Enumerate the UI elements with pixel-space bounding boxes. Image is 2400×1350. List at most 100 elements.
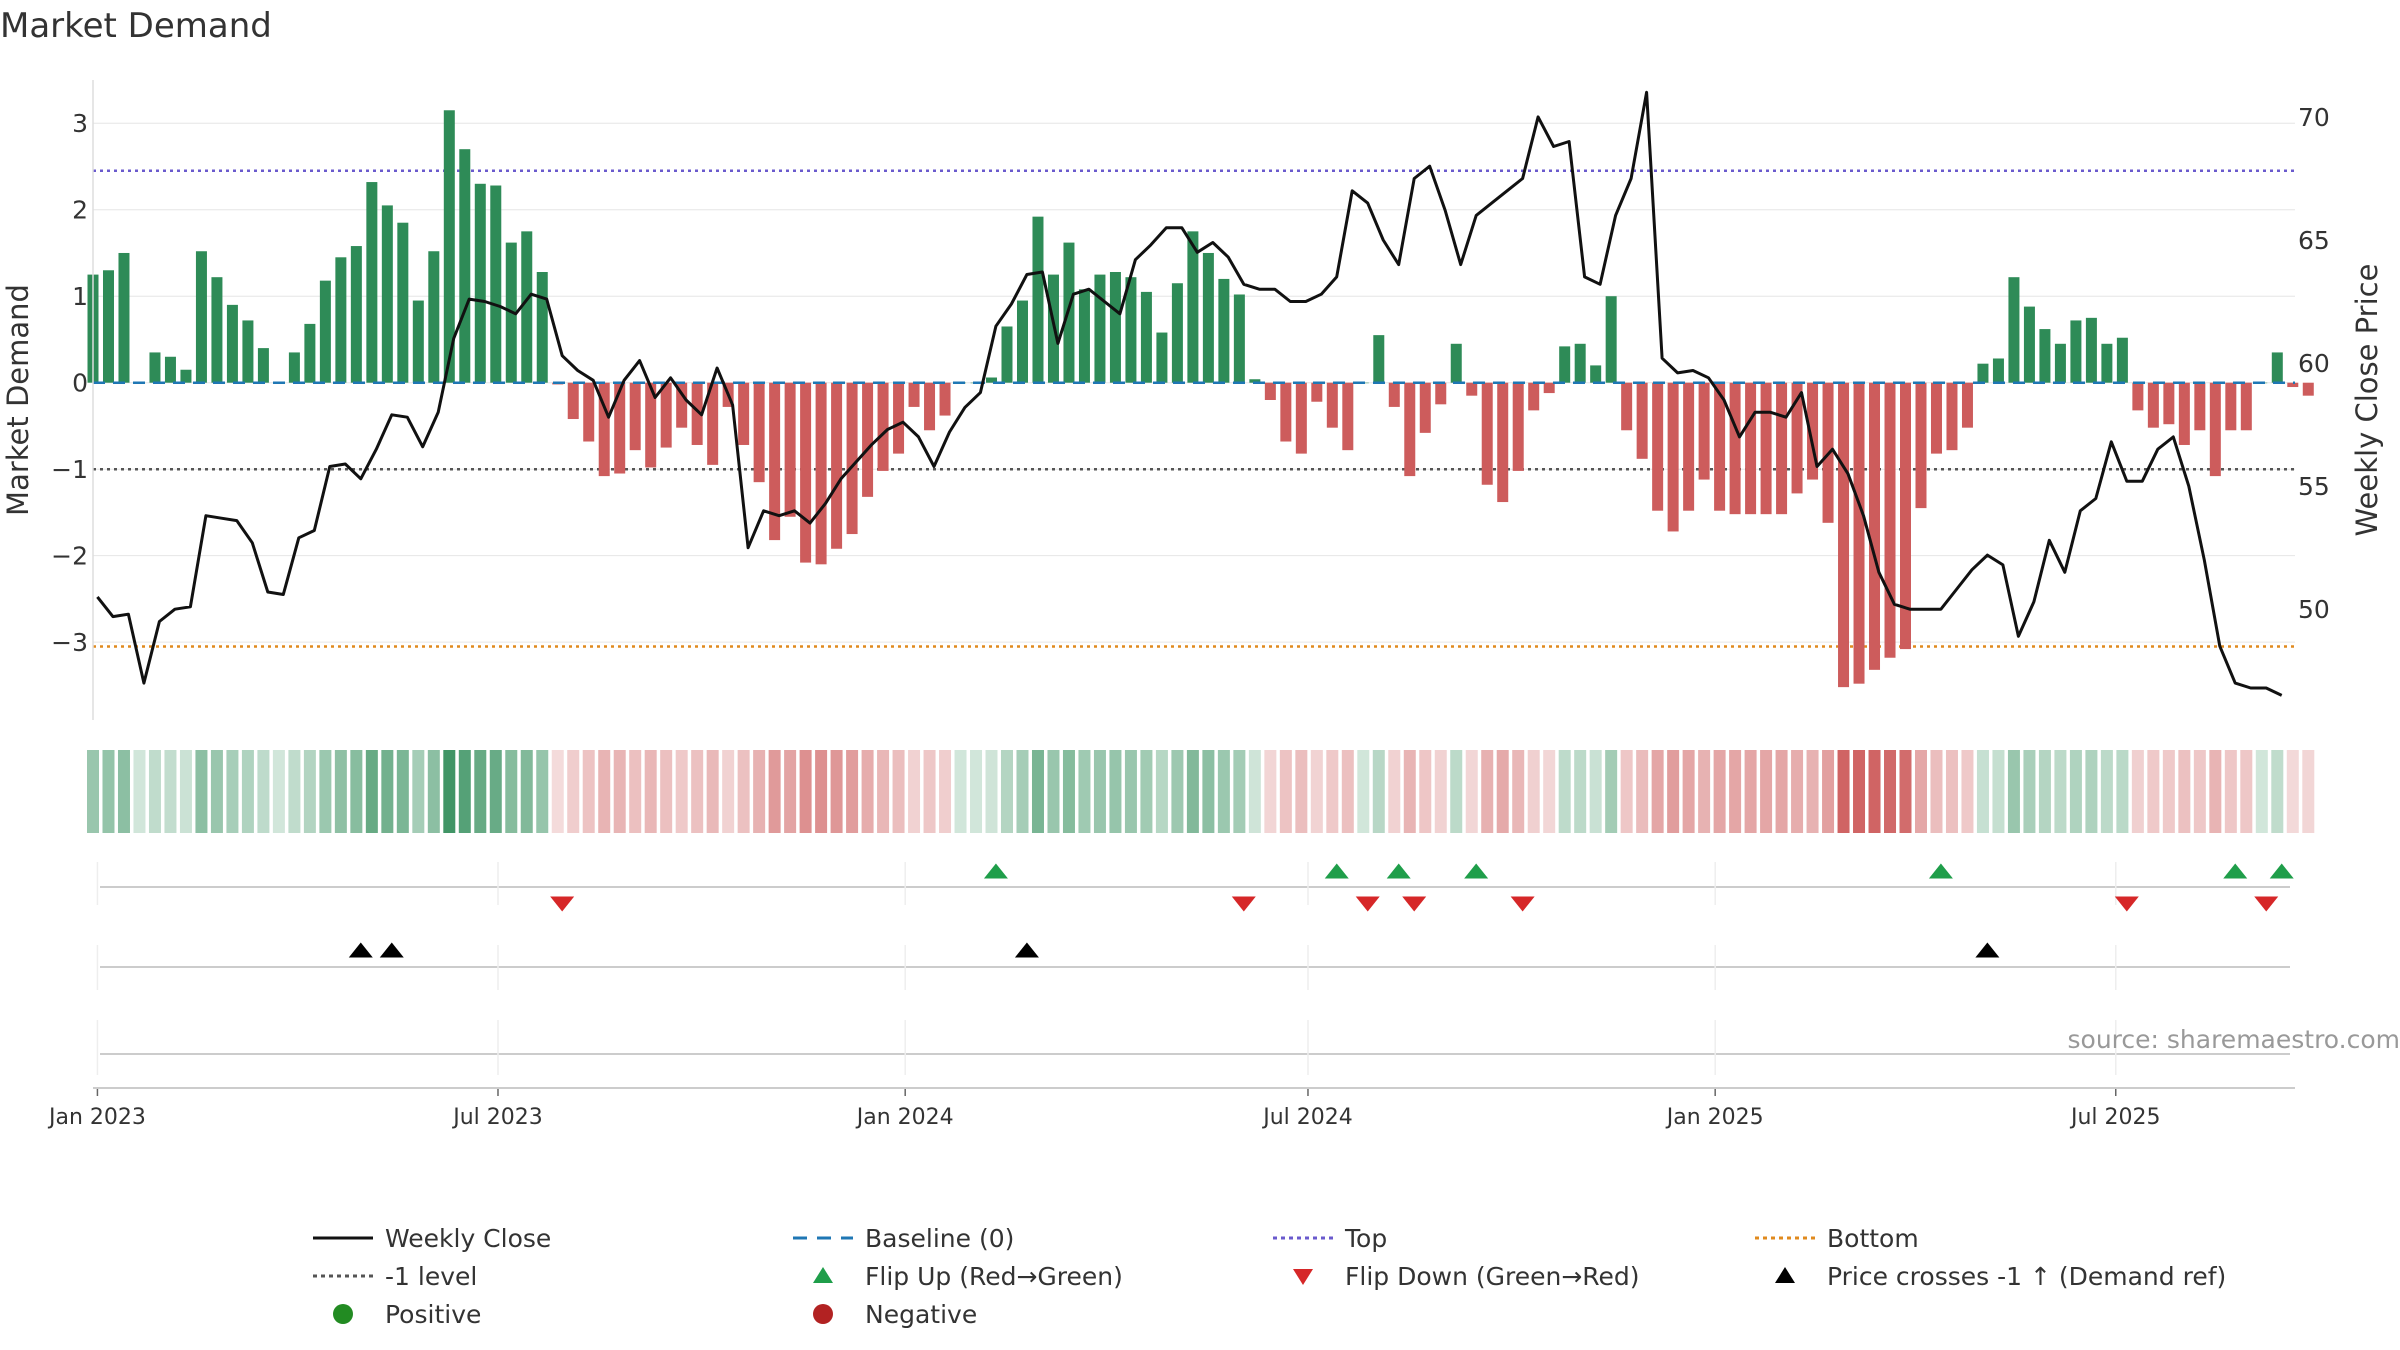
strip-cell <box>1295 750 1308 833</box>
demand-bar <box>1884 382 1896 658</box>
strip-cell <box>210 750 223 833</box>
legend-item: -1 level <box>313 1262 477 1291</box>
strip-cell <box>629 750 642 833</box>
demand-bar <box>738 382 750 445</box>
price-cross-marker <box>348 942 373 958</box>
strip-cell <box>1620 750 1633 833</box>
strip-cell <box>257 750 270 833</box>
strip-cell <box>1914 750 1927 833</box>
demand-bar <box>1311 382 1323 402</box>
demand-heat-strip <box>87 750 2315 833</box>
y2-tick-label: 50 <box>2298 595 2330 624</box>
strip-cell <box>505 750 518 833</box>
strip-cell <box>939 750 952 833</box>
strip-cell <box>1140 750 1153 833</box>
demand-bar <box>1977 363 1989 383</box>
demand-bar <box>2147 382 2159 428</box>
legend-label: Bottom <box>1827 1224 1919 1253</box>
demand-bar <box>1388 382 1400 407</box>
demand-bar <box>2209 382 2221 477</box>
demand-bar <box>1249 379 1261 383</box>
legend-swatch <box>1775 1267 1795 1283</box>
demand-bar <box>660 382 672 448</box>
strip-cell <box>877 750 890 833</box>
strip-cell <box>1837 750 1850 833</box>
strip-cell <box>164 750 177 833</box>
demand-bar <box>164 356 176 383</box>
strip-cell <box>396 750 409 833</box>
strip-cell <box>722 750 735 833</box>
strip-cell <box>1930 750 1943 833</box>
demand-bar <box>490 185 502 383</box>
strip-cell <box>2178 750 2191 833</box>
demand-bar <box>986 377 998 383</box>
demand-bar <box>195 251 207 383</box>
demand-bar <box>2054 343 2066 383</box>
strip-cell <box>644 750 657 833</box>
demand-bar <box>1590 365 1602 383</box>
demand-bar <box>831 382 843 549</box>
strip-cell <box>1496 750 1509 833</box>
strip-cell <box>1574 750 1587 833</box>
strip-cell <box>1450 750 1463 833</box>
strip-cell <box>1791 750 1804 833</box>
flip-down-marker <box>1402 896 1427 912</box>
demand-bar <box>1729 382 1741 515</box>
strip-cell <box>195 750 208 833</box>
event-markers <box>93 862 2295 1089</box>
demand-bar <box>645 382 657 468</box>
strip-cell <box>1434 750 1447 833</box>
demand-bar <box>1791 382 1803 494</box>
demand-bar <box>1528 382 1540 411</box>
strip-cell <box>1310 750 1323 833</box>
strip-cell <box>179 750 192 833</box>
legend-item: Positive <box>333 1300 481 1329</box>
strip-cell <box>458 750 471 833</box>
y2-axis-title: Weekly Close Price <box>2350 264 2384 537</box>
demand-bar <box>1295 382 1307 454</box>
demand-bar <box>1156 332 1168 383</box>
demand-bar <box>2240 382 2252 431</box>
demand-bar <box>1698 382 1710 480</box>
strip-cell <box>799 750 812 833</box>
strip-cell <box>520 750 533 833</box>
demand-bar <box>2163 382 2175 425</box>
strip-cell <box>2116 750 2129 833</box>
demand-bar <box>846 382 858 535</box>
y-tick-label: −2 <box>51 542 88 571</box>
strip-cell <box>1775 750 1788 833</box>
legend-item: Negative <box>813 1300 977 1329</box>
demand-bar <box>1946 382 1958 451</box>
x-tick-label: Jul 2024 <box>1261 1105 1353 1130</box>
strip-cell <box>861 750 874 833</box>
demand-bar <box>521 231 533 383</box>
demand-bar <box>149 352 161 383</box>
demand-bar <box>304 323 316 383</box>
strip-cell <box>2255 750 2268 833</box>
strip-cell <box>536 750 549 833</box>
demand-bar <box>1961 382 1973 428</box>
chart-title: Market Demand <box>0 6 272 46</box>
strip-cell <box>102 750 115 833</box>
strip-cell <box>2054 750 2067 833</box>
y-tick-label: 0 <box>72 369 88 398</box>
demand-bar <box>1853 382 1865 684</box>
legend-item: Price crosses -1 ↑ (Demand ref) <box>1775 1262 2226 1291</box>
legend-label: Negative <box>865 1300 977 1329</box>
strip-cell <box>1589 750 1602 833</box>
strip-cell <box>412 750 425 833</box>
demand-bar <box>1280 382 1292 442</box>
strip-cell <box>1171 750 1184 833</box>
strip-cell <box>753 750 766 833</box>
strip-cell <box>1341 750 1354 833</box>
strip-cell <box>846 750 859 833</box>
demand-bar <box>335 257 347 383</box>
demand-bar <box>583 382 595 442</box>
strip-cell <box>1124 750 1137 833</box>
axes: 3 2 1 0 −1 −2 −3 70 65 60 55 50 Market Demand Weekly … <box>1 80 2384 1130</box>
strip-cell <box>1016 750 1029 833</box>
strip-cell <box>1202 750 1215 833</box>
demand-bar <box>288 352 300 383</box>
demand-bar <box>319 280 331 383</box>
y2-tick-label: 70 <box>2298 103 2330 132</box>
